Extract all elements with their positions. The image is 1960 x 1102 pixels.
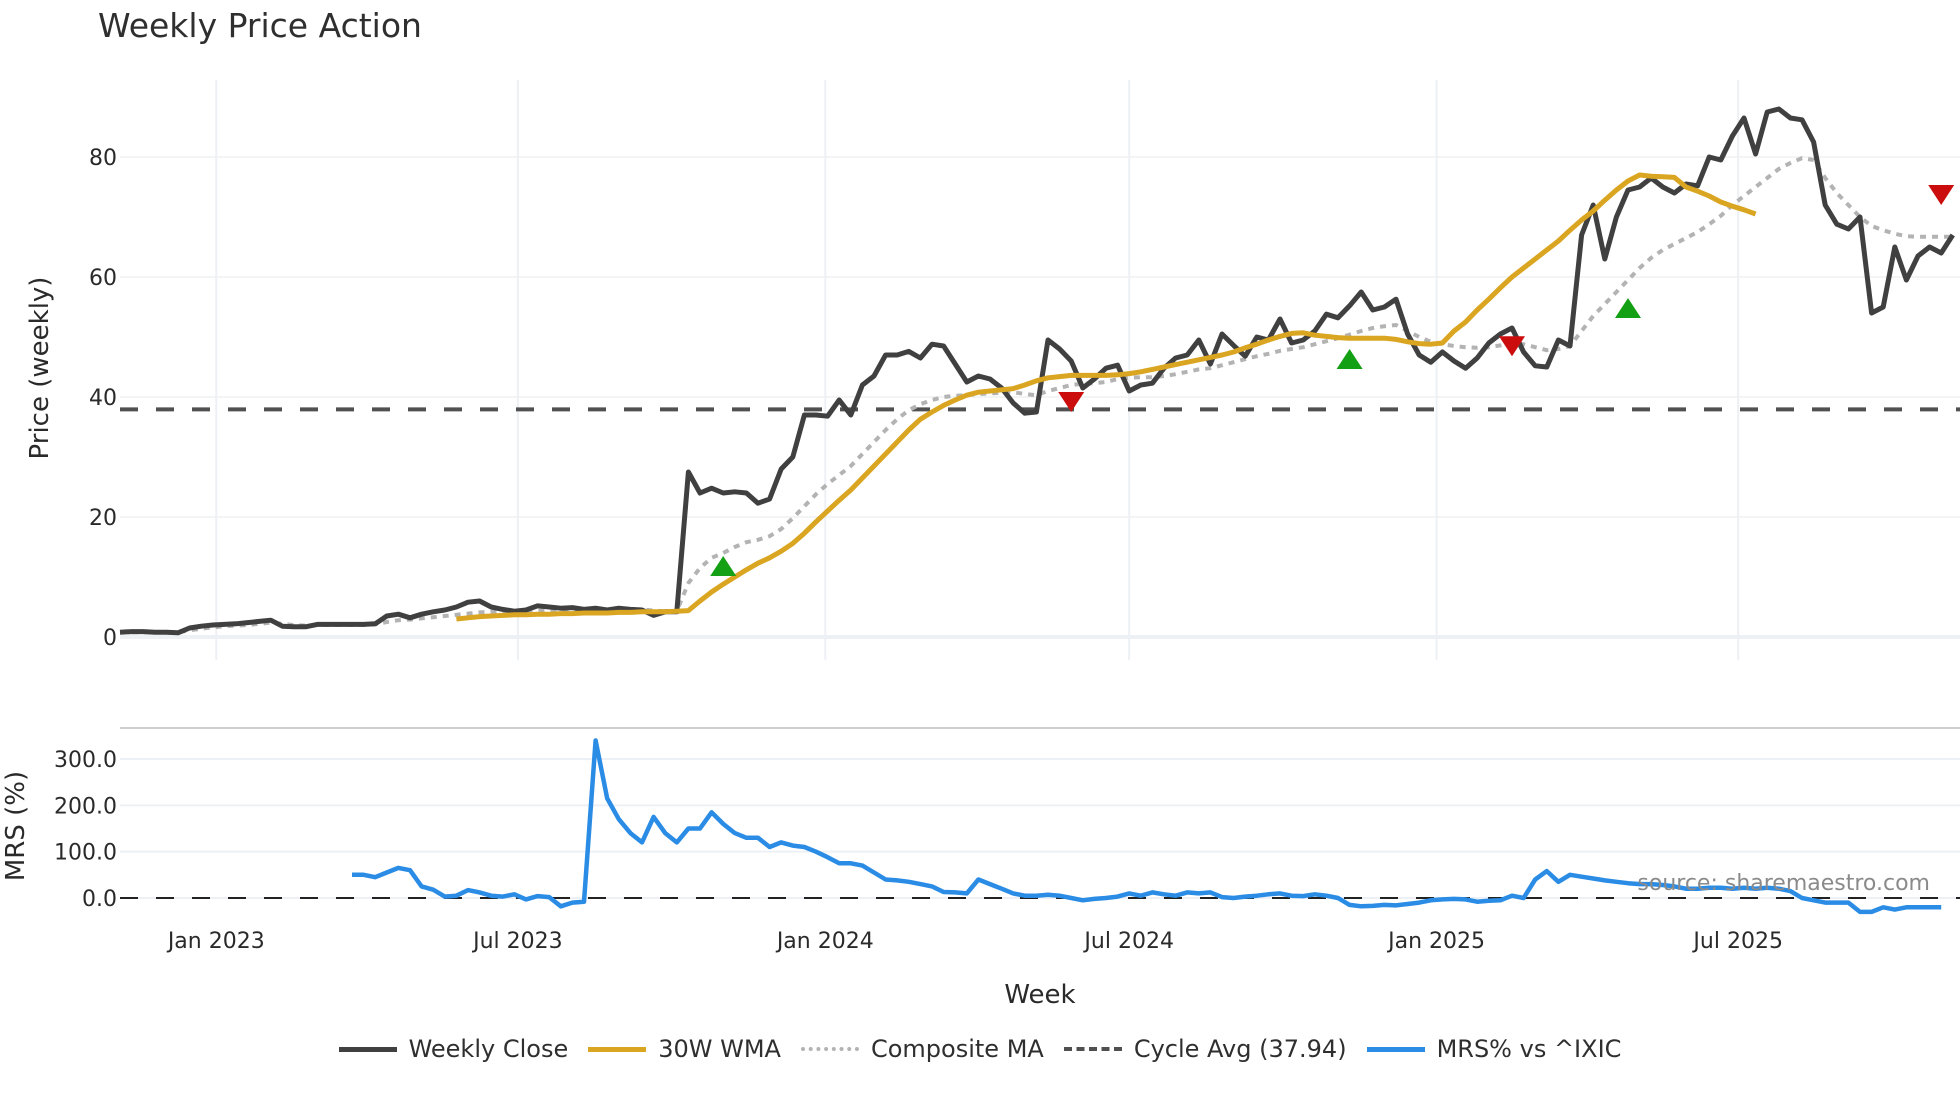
signal-markers (710, 185, 1955, 576)
legend: Weekly Close 30W WMA Composite MA Cycle Avg… (0, 1035, 1960, 1063)
mrs-y-axis-title: MRS (%) (1, 771, 31, 881)
legend-label: Weekly Close (408, 1035, 569, 1063)
y-tick-label: 60 (89, 266, 117, 291)
buy-signal-triangle-icon (1615, 298, 1641, 318)
x-tick-label: Jan 2024 (775, 929, 874, 954)
buy-signal-triangle-icon (1336, 349, 1363, 369)
x-tick-label: Jul 2024 (1082, 929, 1174, 954)
y-tick-label: 80 (89, 146, 117, 171)
sell-signal-triangle-icon (1058, 392, 1085, 412)
weekly-close-line (119, 106, 1955, 636)
composite-ma-line (120, 156, 1953, 635)
sell-signal-triangle-icon (1928, 185, 1955, 205)
buy-signal-triangle-icon (710, 556, 737, 576)
legend-label: MRS% vs ^IXIC (1436, 1035, 1622, 1063)
legend-item-close[interactable]: Weekly Close (338, 1035, 569, 1063)
mrs-tick-label: 0.0 (82, 887, 117, 912)
mrs-tick-label: 300.0 (54, 748, 117, 773)
legend-item-cycle[interactable]: Cycle Avg (37.94) (1063, 1035, 1347, 1063)
y-tick-label: 40 (89, 386, 117, 411)
legend-label: 30W WMA (658, 1035, 781, 1063)
wma-swatch-icon (588, 1046, 647, 1052)
source-note: source: sharemaestro.com (1637, 871, 1930, 896)
close-swatch-icon (338, 1046, 397, 1052)
composite-swatch-icon (800, 1047, 859, 1051)
mrs-gridlines (120, 727, 1960, 899)
legend-item-composite[interactable]: Composite MA (800, 1035, 1044, 1063)
x-tick-label: Jan 2025 (1386, 929, 1485, 954)
y-tick-label: 20 (89, 506, 117, 531)
x-tick-label: Jul 2025 (1691, 929, 1783, 954)
price-y-axis-ticks: 0 20 40 60 80 (89, 146, 117, 651)
30w-wma-line (456, 172, 1757, 622)
mrs-tick-label: 100.0 (54, 841, 117, 866)
mrs-line (352, 738, 1942, 915)
sell-signal-triangle-icon (1499, 336, 1525, 357)
price-series (119, 106, 1960, 636)
x-axis-ticks: Jan 2023 Jul 2023 Jan 2024 Jul 2024 Jan 2025… (166, 929, 1783, 954)
mrs-series (352, 738, 1942, 915)
price-y-axis-title: Price (weekly) (25, 277, 55, 460)
legend-item-wma[interactable]: 30W WMA (588, 1035, 781, 1063)
y-tick-label: 0 (103, 626, 117, 651)
x-tick-label: Jul 2023 (471, 929, 563, 954)
x-tick-label: Jan 2023 (166, 929, 265, 954)
mrs-tick-label: 200.0 (54, 794, 117, 819)
legend-label: Composite MA (870, 1035, 1044, 1063)
legend-label: Cycle Avg (37.94) (1133, 1035, 1347, 1063)
x-axis-title: Week (1004, 980, 1075, 1010)
mrs-y-axis-ticks: 0.0 100.0 200.0 300.0 (54, 748, 117, 912)
legend-item-mrs[interactable]: MRS% vs ^IXIC (1366, 1035, 1622, 1063)
cycle-swatch-icon (1063, 1047, 1122, 1051)
mrs-swatch-icon (1366, 1046, 1425, 1052)
price-gridlines (120, 80, 1960, 660)
chart-title: Weekly Price Action (98, 6, 422, 45)
